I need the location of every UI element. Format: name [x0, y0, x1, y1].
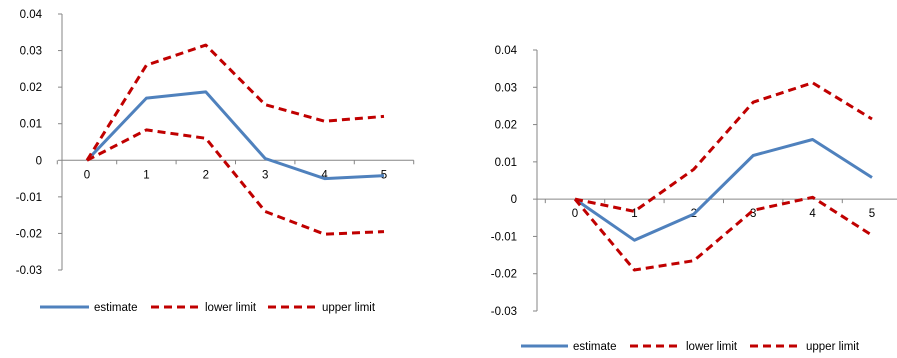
- series-line-lower-limit: [86, 128, 385, 236]
- series-line-lower-limit: [573, 195, 873, 272]
- chart-right: 0.040.030.020.010-0.01-0.02-0.030 1 2 3 4 5es…: [491, 45, 897, 353]
- x-tick-label: 4: [809, 208, 816, 220]
- y-tick-label: -0.02: [491, 269, 517, 281]
- y-tick-label: 0.01: [20, 119, 42, 131]
- y-tick-label: 0: [511, 194, 517, 206]
- y-tick-label: 0.03: [495, 82, 517, 94]
- x-tick-label: 2: [203, 169, 209, 181]
- legend-label: upper limit: [806, 341, 860, 353]
- legend-label: lower limit: [686, 341, 738, 353]
- legend-label: lower limit: [205, 302, 257, 314]
- x-tick-label: 0: [572, 208, 578, 220]
- series-line-estimate: [574, 138, 873, 242]
- x-tick-label: 1: [631, 208, 637, 220]
- y-tick-label: -0.01: [16, 192, 42, 204]
- y-tick-label: -0.03: [491, 306, 517, 318]
- y-tick-label: 0.03: [20, 46, 42, 58]
- y-tick-label: 0: [36, 155, 42, 167]
- y-tick-label: 0.04: [495, 45, 518, 57]
- series-line-estimate: [85, 90, 385, 181]
- chart-left: 0.04 0.03 0.02 0.01 0 -0.01 -0.02 -0.03 0 1 2 3 4 5 es…: [16, 9, 415, 314]
- series-line-upper-limit: [85, 43, 385, 162]
- y-tick-label: 0.02: [20, 82, 42, 94]
- x-tick-label: 5: [381, 169, 387, 181]
- x-tick-label: 0: [84, 169, 90, 181]
- y-tick-label: -0.03: [16, 265, 42, 277]
- y-tick-label: 0.02: [495, 120, 517, 132]
- x-tick-label: 3: [750, 208, 756, 220]
- legend-label: upper limit: [322, 302, 376, 314]
- x-tick-label: 3: [262, 169, 268, 181]
- x-tick-label: 5: [869, 208, 875, 220]
- x-tick-label: 4: [321, 169, 328, 181]
- y-tick-label: 0.04: [20, 9, 43, 21]
- y-tick-label: 0.01: [495, 157, 517, 169]
- x-tick-label: 1: [143, 169, 149, 181]
- legend-label: estimate: [573, 341, 616, 353]
- y-tick-label: -0.02: [16, 228, 42, 240]
- y-tick-label: -0.01: [491, 231, 517, 243]
- series-line-upper-limit: [574, 81, 873, 213]
- legend-label: estimate: [94, 302, 137, 314]
